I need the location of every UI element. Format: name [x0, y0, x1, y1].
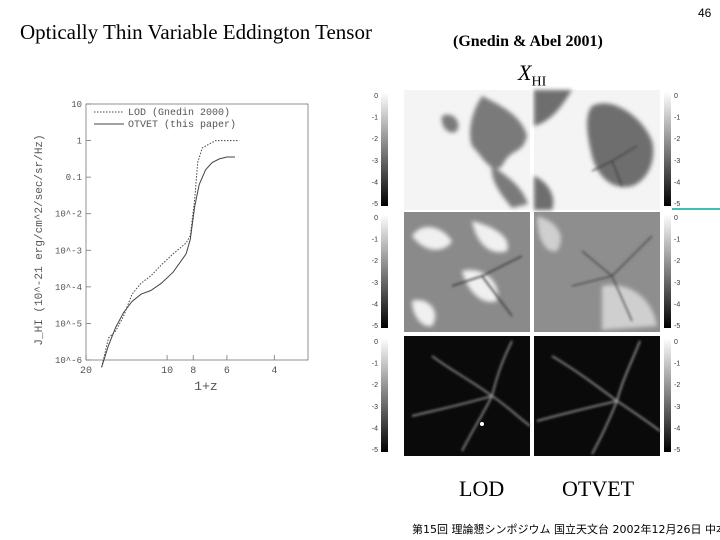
colorbar-tick-label: -2	[674, 258, 680, 265]
footer: 第15回 理論懇シンポジウム 国立天文台 2002年12月26日 中本泰史	[412, 523, 720, 536]
colorbar-tick-label: -3	[372, 404, 378, 411]
panel-header-symbol: X	[518, 60, 532, 85]
label-lod: LOD	[459, 476, 505, 501]
y-tick-label: 10^-4	[55, 283, 82, 293]
x-axis-label: 1+z	[194, 379, 217, 390]
legend-label: OTVET (this paper)	[128, 119, 236, 131]
colorbar-tick-label: -2	[674, 136, 680, 143]
map-otvet-row1	[534, 90, 660, 210]
colorbar-tick-label: -1	[674, 115, 680, 122]
colorbar-tick-label: -1	[674, 361, 680, 368]
colorbar-tick-label: 0	[374, 339, 378, 346]
colorbar-tick-label: 0	[674, 215, 678, 222]
x-tick-label: 6	[224, 366, 230, 377]
y-tick-label: 10^-5	[55, 319, 82, 329]
reference-citation: (Gnedin & Abel 2001)	[453, 33, 603, 50]
colorbar-tick-label: 0	[674, 339, 678, 346]
colorbar-tick-label: 0	[374, 215, 378, 222]
colorbar-tick-label: -1	[372, 115, 378, 122]
colorbar-tick-label: -4	[674, 179, 680, 186]
colorbar-tick-label: -1	[372, 361, 378, 368]
colorbar-tick-label: -2	[372, 258, 378, 265]
y-tick-label: 10^-6	[55, 356, 82, 366]
y-ticks: 10 1 0.1 10^-2 10^-3 10^-4 10^-5 10^-6	[55, 100, 91, 366]
label-otvet: OTVET	[562, 476, 635, 501]
colorbar-tick-label: 0	[374, 93, 378, 100]
y-tick-label: 0.1	[66, 173, 82, 183]
colorbar-tick-label: -3	[372, 158, 378, 165]
colorbar-right-row3	[664, 338, 671, 452]
page-number: 46	[698, 6, 712, 20]
legend-label: LOD (Gnedin 2000)	[128, 107, 230, 119]
colorbar-tick-label: -3	[372, 280, 378, 287]
map-lod-row1	[404, 90, 530, 210]
y-tick-label: 10	[71, 100, 82, 110]
y-tick-label: 10^-2	[55, 210, 82, 220]
colorbar-tick-label: -4	[372, 301, 378, 308]
y-tick-label: 10^-3	[55, 246, 82, 256]
colorbar-tick-label: -5	[674, 201, 680, 208]
colorbar-tick-label: -4	[674, 425, 680, 432]
panel-row-3	[381, 336, 671, 456]
decorative-line	[672, 208, 720, 210]
colorbar-tick-label: -3	[674, 158, 680, 165]
x-tick-label: 4	[271, 366, 277, 377]
map-lod-row2	[404, 212, 530, 332]
colorbar-tick-label: -5	[372, 447, 378, 454]
colorbar-tick-label: -5	[674, 323, 680, 330]
colorbar-left-row1	[381, 92, 388, 206]
series-line-lod	[101, 140, 240, 368]
panel-row-1	[381, 90, 671, 210]
colorbar-tick-label: 0	[674, 93, 678, 100]
y-tick-label: 1	[77, 137, 82, 147]
slide-title: Optically Thin Variable Eddington Tensor	[20, 20, 372, 44]
colorbar-tick-label: -3	[674, 280, 680, 287]
colorbar-ticks: 0 0 -1 -1 -2 -2 -3 -3 -4 -4 -5 -5 0 0 -1 -1 -2 -2 -3 -3 -4 -4…	[372, 93, 680, 454]
colorbar-tick-label: -3	[674, 404, 680, 411]
panel-header-subscript: HI	[531, 74, 547, 90]
panel-row-2	[381, 212, 671, 332]
simulation-panels: 0 0 -1 -1 -2 -2 -3 -3 -4 -4 -5 -5 0 0 -1 -1 -2 -2 -3 -3 -4 -4…	[372, 90, 680, 456]
colorbar-tick-label: -5	[372, 201, 378, 208]
map-otvet-row3	[534, 336, 661, 456]
x-ticks: 20 10 8 6 4	[80, 355, 277, 377]
colorbar-tick-label: -5	[674, 447, 680, 454]
chart-legend: LOD (Gnedin 2000)OTVET (this paper)	[94, 107, 236, 131]
colorbar-left-row2	[381, 214, 388, 328]
colorbar-right-row1	[664, 92, 671, 206]
colorbar-tick-label: -2	[674, 382, 680, 389]
chart-series	[101, 140, 240, 368]
colorbar-tick-label: -1	[372, 237, 378, 244]
colorbar-tick-label: -4	[372, 425, 378, 432]
colorbar-left-row3	[381, 338, 388, 452]
y-axis-label: J_HI (10^-21 erg/cm^2/sec/sr/Hz)	[34, 134, 46, 345]
chart-frame	[85, 103, 309, 361]
map-otvet-row2	[534, 212, 660, 332]
panel-header: XHI	[518, 60, 546, 90]
x-tick-label: 20	[80, 366, 92, 377]
x-tick-label: 10	[161, 366, 173, 377]
colorbar-tick-label: -1	[674, 237, 680, 244]
series-line-otvet	[101, 156, 235, 368]
colorbar-tick-label: -4	[674, 301, 680, 308]
x-tick-label: 8	[190, 366, 196, 377]
map-lod-row3	[404, 336, 531, 456]
colorbar-tick-label: -5	[372, 323, 378, 330]
colorbar-tick-label: -2	[372, 136, 378, 143]
colorbar-right-row2	[664, 214, 671, 328]
colorbar-tick-label: -2	[372, 382, 378, 389]
colorbar-tick-label: -4	[372, 179, 378, 186]
